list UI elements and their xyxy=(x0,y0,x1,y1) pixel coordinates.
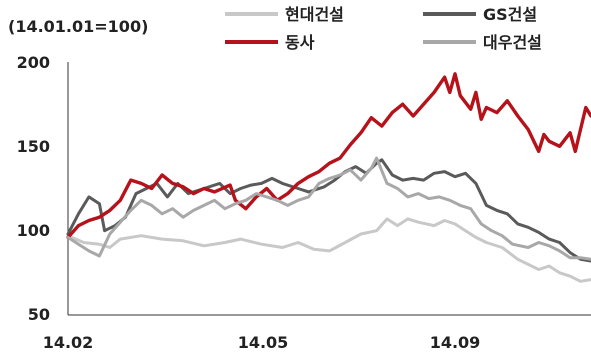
x-tick-label: 14.09 xyxy=(430,333,481,352)
series-line-company xyxy=(66,72,591,240)
y-tick-label: 150 xyxy=(17,137,50,156)
series-line-hyundai xyxy=(66,217,591,283)
series-line-daewoo xyxy=(66,156,591,261)
series-layer xyxy=(66,72,591,283)
legend-item-gs: GS건설 xyxy=(423,5,537,24)
legend-item-company: 동사 xyxy=(225,33,315,52)
legend-item-hyundai: 현대건설 xyxy=(225,5,344,24)
series-line-gs xyxy=(66,158,591,263)
x-tick-label: 14.02 xyxy=(43,333,94,352)
y-axis: 200 150 100 50 xyxy=(17,53,69,324)
legend-label: GS건설 xyxy=(483,5,537,24)
legend-item-daewoo: 대우건설 xyxy=(423,33,542,52)
y-tick-label: 50 xyxy=(28,305,50,324)
legend-label: 현대건설 xyxy=(285,5,344,24)
legend-label: 동사 xyxy=(285,33,315,52)
legend-label: 대우건설 xyxy=(483,33,542,52)
legend: 현대건설 GS건설 동사 대우건설 xyxy=(225,5,542,52)
y-tick-label: 200 xyxy=(17,53,50,72)
x-tick-label: 14.05 xyxy=(238,333,289,352)
x-axis: 14.02 14.05 14.09 xyxy=(43,314,591,352)
unit-label: (14.01.01=100) xyxy=(8,17,148,36)
y-tick-label: 100 xyxy=(17,221,50,240)
